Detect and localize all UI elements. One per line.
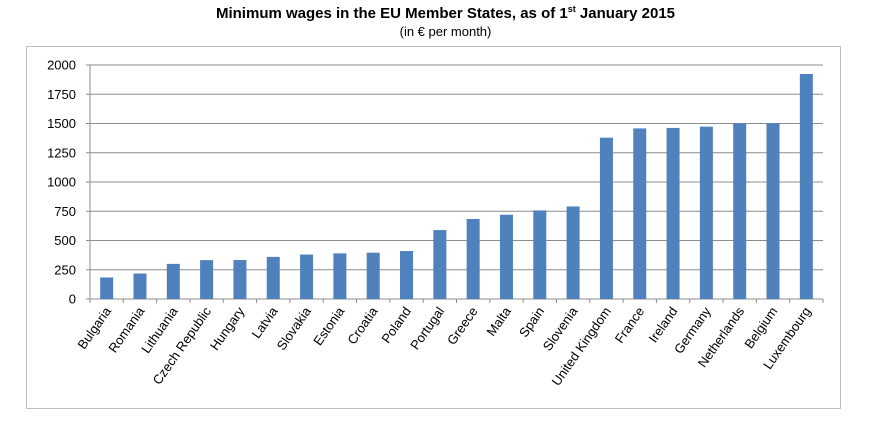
bar-estonia <box>333 253 347 299</box>
x-tick-label: Malta <box>483 303 514 338</box>
chart-title-superscript: st <box>567 4 576 14</box>
bar-netherlands <box>733 123 747 300</box>
y-tick-label: 0 <box>69 292 76 307</box>
chart-title: Minimum wages in the EU Member States, a… <box>0 4 891 22</box>
bar-united-kingdom <box>599 137 613 299</box>
y-tick-label: 1500 <box>47 116 76 131</box>
bar-romania <box>133 273 147 299</box>
bar-france <box>633 128 647 299</box>
bar-spain <box>533 210 547 299</box>
chart-title-text: Minimum wages in the EU Member States, a… <box>215 5 568 22</box>
y-tick-label: 500 <box>54 233 76 248</box>
bar-ireland <box>666 127 680 299</box>
y-tick-label: 2000 <box>47 58 76 73</box>
x-tick-label: Poland <box>378 304 414 346</box>
bar-malta <box>499 214 513 299</box>
x-tick-label: Slovakia <box>274 303 315 352</box>
bar-slovenia <box>566 206 580 299</box>
bar-portugal <box>433 230 447 299</box>
bar-greece <box>466 218 480 299</box>
y-tick-label: 1750 <box>47 87 76 102</box>
chart-frame <box>26 46 841 409</box>
y-tick-label: 1250 <box>47 145 76 160</box>
x-tick-label: Croatia <box>344 303 381 347</box>
bar-luxembourg <box>799 74 813 299</box>
x-tick-label: Estonia <box>310 303 348 348</box>
y-tick-label: 750 <box>54 204 76 219</box>
bar-czech-republic <box>200 260 214 299</box>
bar-hungary <box>233 260 247 299</box>
x-tick-label: Portugal <box>407 304 447 352</box>
x-tick-label: Spain <box>516 304 547 340</box>
chart-title-tail: January 2015 <box>575 5 676 22</box>
bar-poland <box>400 251 414 299</box>
x-tick-label: Ireland <box>645 304 680 345</box>
bar-croatia <box>366 252 380 299</box>
x-tick-label: Latvia <box>249 303 282 341</box>
y-tick-label: 250 <box>54 262 76 277</box>
bar-lithuania <box>166 263 180 299</box>
bar-slovakia <box>300 254 314 299</box>
bar-latvia <box>266 256 280 299</box>
y-tick-label: 1000 <box>47 175 76 190</box>
chart-subtitle: (in € per month) <box>399 24 492 39</box>
x-tick-label: France <box>612 304 647 346</box>
bar-germany <box>699 126 713 299</box>
x-tick-label: Hungary <box>207 304 248 353</box>
x-tick-label: Greece <box>444 304 481 348</box>
bar-belgium <box>766 123 780 300</box>
bar-bulgaria <box>100 277 114 299</box>
